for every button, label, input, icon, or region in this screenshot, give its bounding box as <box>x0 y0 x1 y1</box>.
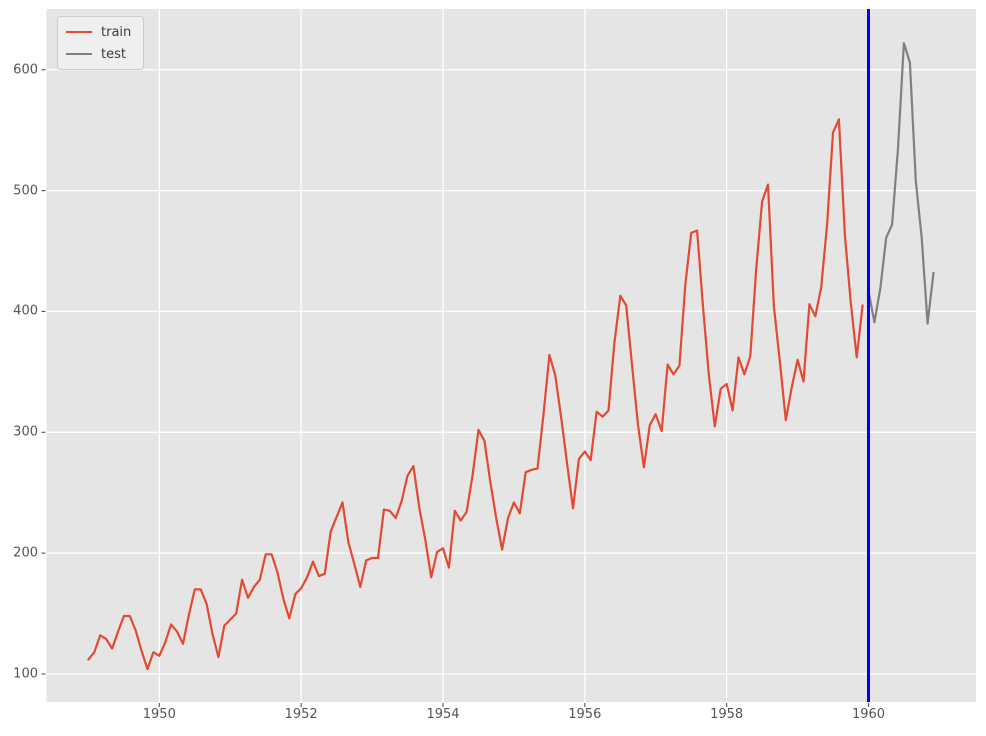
train-line <box>87 118 864 671</box>
y-tick-label: 200 <box>13 545 38 561</box>
legend-item-test: test <box>66 45 131 63</box>
x-tick-label: 1960 <box>851 707 886 722</box>
x-tick-label: 1958 <box>710 707 744 722</box>
x-tick-label: 1950 <box>142 707 176 722</box>
legend: train test <box>57 16 145 70</box>
legend-test-label: test <box>101 46 126 62</box>
y-tick-label: 500 <box>13 183 38 199</box>
legend-train-line-swatch <box>66 31 92 33</box>
y-tick-label: 400 <box>13 303 38 319</box>
legend-item-train: train <box>66 23 131 41</box>
y-tick-label: 600 <box>13 62 38 78</box>
test-line <box>867 42 935 325</box>
plot-area <box>46 9 976 702</box>
x-tick-label: 1954 <box>426 707 460 722</box>
x-tick-label: 1956 <box>568 707 602 722</box>
x-tick-label: 1952 <box>284 707 318 722</box>
legend-train-label: train <box>101 24 132 40</box>
legend-test-line-swatch <box>66 53 92 55</box>
y-tick-label: 100 <box>13 666 38 682</box>
y-tick-label: 300 <box>13 424 38 440</box>
